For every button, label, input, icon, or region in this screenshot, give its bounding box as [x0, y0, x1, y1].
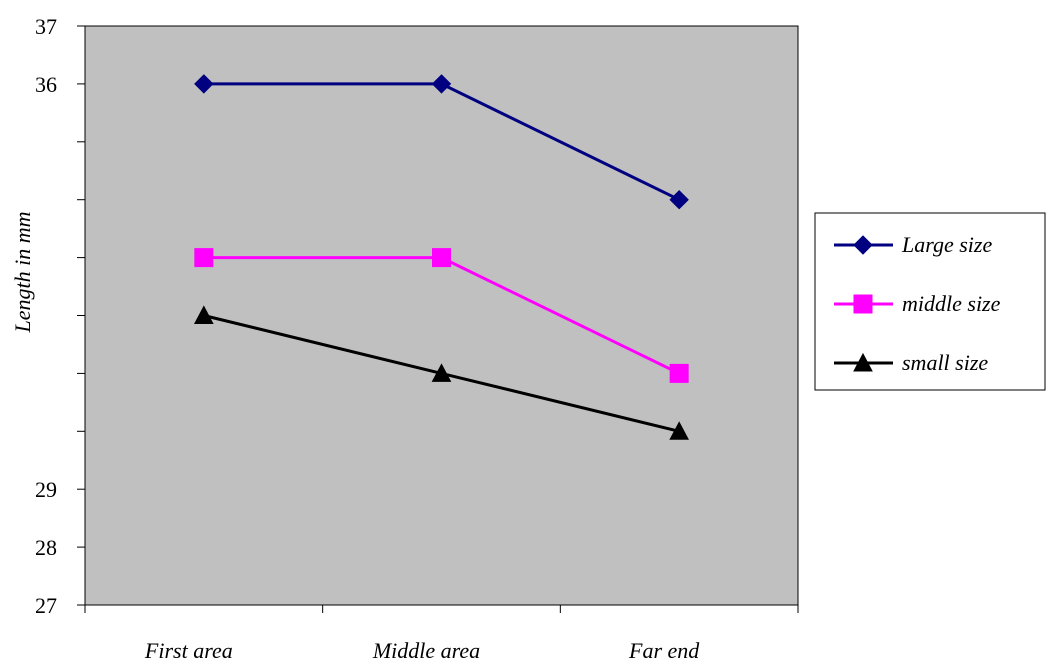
- data-point-marker: [431, 74, 452, 94]
- series-0: [194, 74, 689, 210]
- plot-area: [84, 25, 799, 606]
- data-point-marker: [669, 189, 689, 210]
- y-axis-ticks: 27 28 29 36 37: [35, 14, 85, 618]
- legend-label: Large size: [901, 232, 992, 257]
- y-tick-label: 28: [35, 535, 57, 560]
- data-point-marker: [194, 305, 214, 324]
- legend-item: small size: [834, 350, 988, 375]
- data-point-marker: [431, 363, 452, 382]
- legend-item: Large size: [834, 232, 992, 257]
- legend-label: small size: [902, 350, 988, 375]
- series-2: [194, 305, 689, 440]
- legend-marker: [853, 352, 873, 372]
- legend-item: middle size: [834, 291, 1001, 316]
- x-category-label: Middle area: [372, 638, 480, 663]
- y-tick-label: 37: [35, 14, 57, 39]
- x-category-label: First area: [144, 638, 233, 663]
- legend-marker: [853, 294, 873, 314]
- y-axis-title: Length in mm: [10, 212, 35, 334]
- data-point-marker: [669, 363, 689, 383]
- x-category-label: Far end: [628, 638, 700, 663]
- data-point-marker: [194, 248, 214, 268]
- y-tick-label: 27: [35, 593, 57, 618]
- legend: Large size middle size small size: [814, 212, 1046, 391]
- legend-marker: [853, 235, 873, 255]
- y-tick-label: 36: [35, 72, 57, 97]
- x-axis-ticks: First area Middle area Far end: [84, 605, 799, 663]
- legend-box: [814, 212, 1046, 391]
- y-tick-label: 29: [35, 477, 57, 502]
- series-layer: [194, 74, 689, 440]
- data-point-marker: [432, 248, 451, 268]
- data-point-marker: [194, 74, 214, 94]
- data-point-marker: [669, 421, 689, 440]
- series-1: [194, 248, 689, 383]
- legend-label: middle size: [902, 291, 1001, 316]
